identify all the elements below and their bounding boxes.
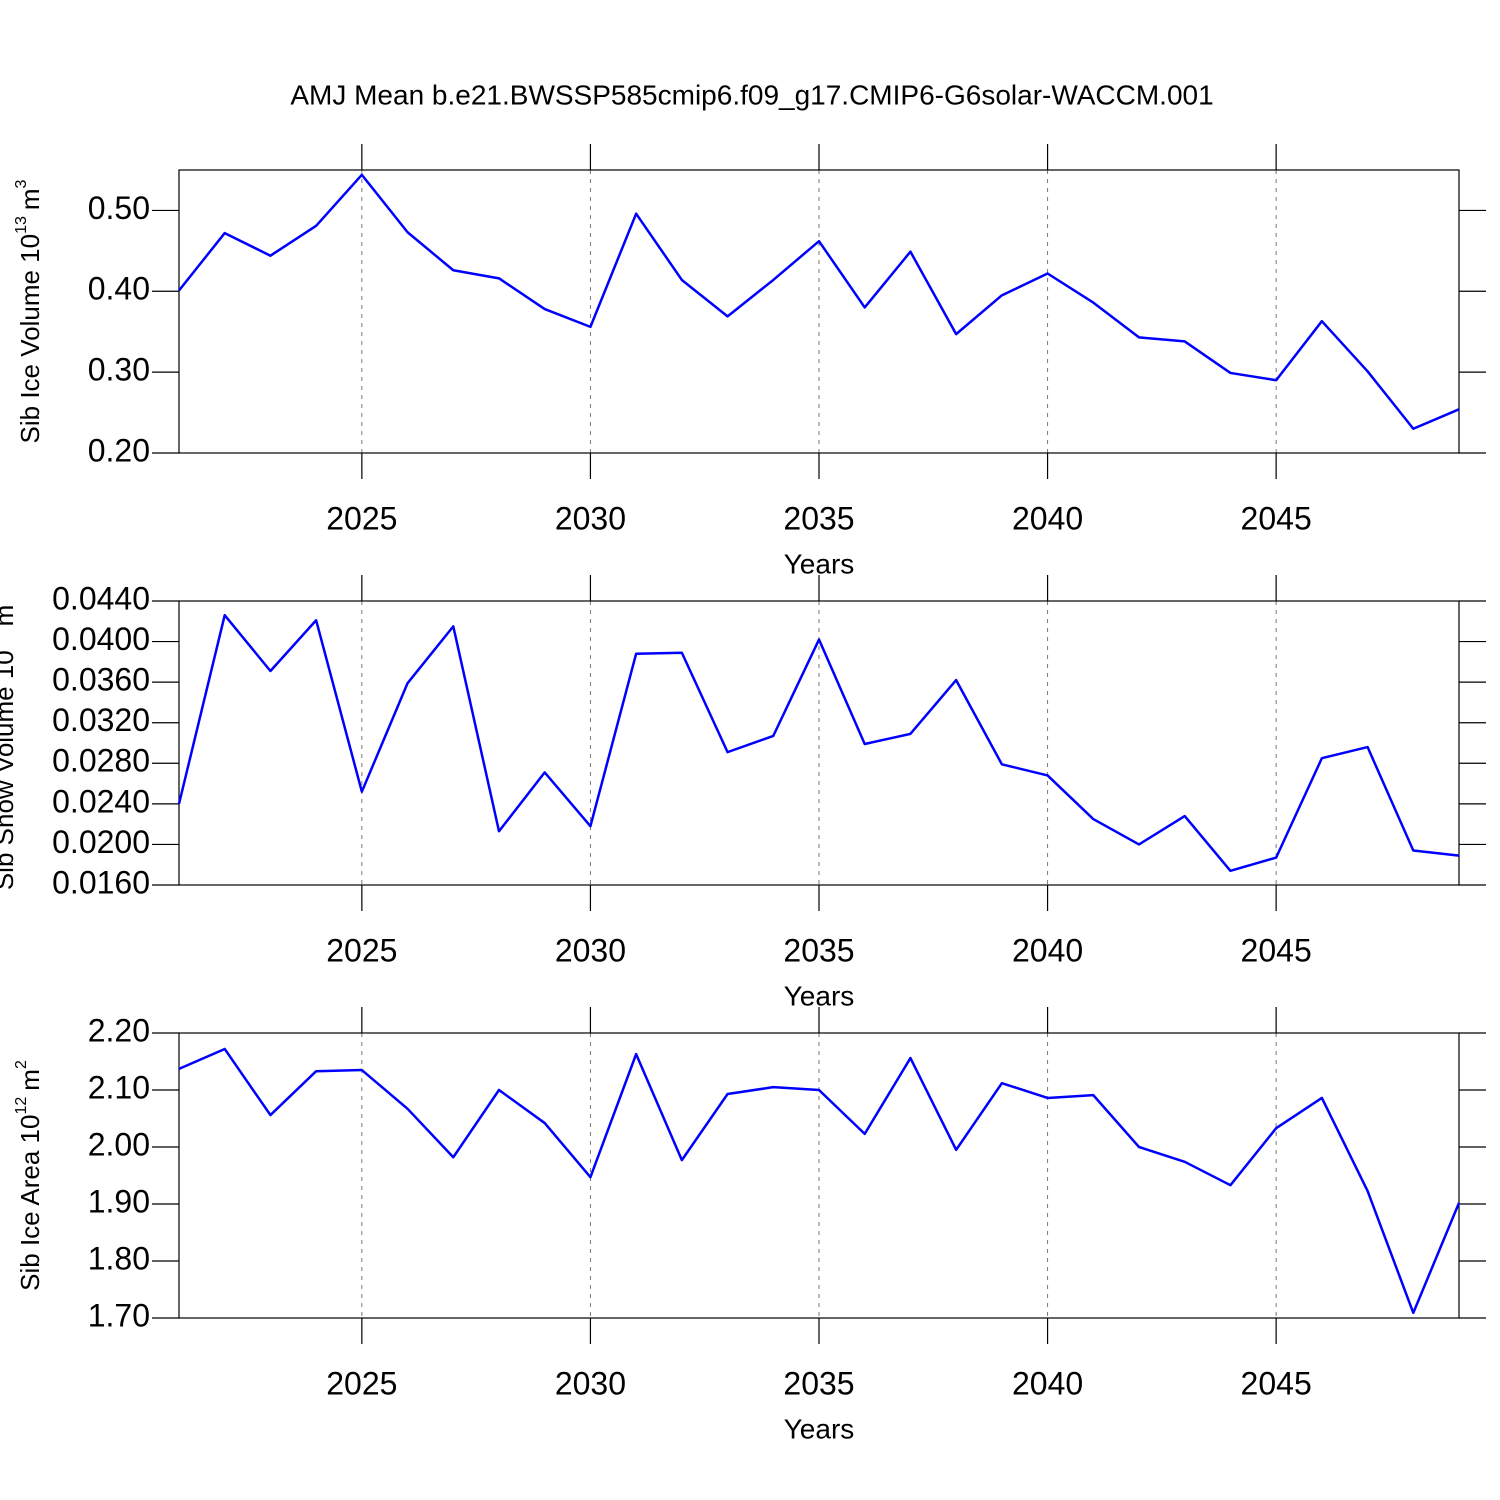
y-axis-label-exponent: 12 bbox=[13, 1097, 30, 1115]
x-tick-label: 2045 bbox=[1241, 932, 1312, 968]
x-tick-label: 2030 bbox=[555, 500, 626, 536]
y-axis-label-text: Sib Ice Volume 10 bbox=[15, 234, 45, 444]
y-tick-label: 2.00 bbox=[88, 1126, 150, 1162]
y-tick-label: 0.0240 bbox=[52, 783, 150, 819]
x-tick-label: 2045 bbox=[1241, 500, 1312, 536]
y-tick-label: 0.40 bbox=[88, 271, 150, 307]
x-tick-label: 2035 bbox=[783, 932, 854, 968]
y-tick-label: 1.70 bbox=[88, 1297, 150, 1333]
data-line bbox=[177, 613, 1460, 873]
x-tick-label: 2040 bbox=[1012, 932, 1083, 968]
x-axis-label: Years bbox=[784, 980, 855, 1011]
y-axis-label-unit: m bbox=[15, 188, 45, 210]
y-tick-label: 1.90 bbox=[88, 1183, 150, 1219]
y-axis-label-unit-exponent: 2 bbox=[13, 1060, 30, 1069]
x-tick-label: 2030 bbox=[555, 932, 626, 968]
x-axis-label: Years bbox=[784, 1413, 855, 1444]
y-tick-label: 0.30 bbox=[88, 352, 150, 388]
x-tick-label: 2025 bbox=[326, 500, 397, 536]
x-tick-label: 2040 bbox=[1012, 1365, 1083, 1401]
y-tick-label: 0.0360 bbox=[52, 662, 150, 698]
y-tick-label: 0.0400 bbox=[52, 621, 150, 657]
y-tick-label: 0.0320 bbox=[52, 702, 150, 738]
y-tick-label: 0.50 bbox=[88, 190, 150, 226]
y-tick-label: 0.0160 bbox=[52, 864, 150, 900]
y-tick-label: 0.0440 bbox=[52, 580, 150, 616]
y-tick-label: 0.0200 bbox=[52, 824, 150, 860]
y-tick-label: 0.0280 bbox=[52, 743, 150, 779]
x-tick-label: 2025 bbox=[326, 932, 397, 968]
y-tick-label: 2.20 bbox=[88, 1012, 150, 1048]
y-axis-label-exponent: 13 bbox=[0, 632, 4, 650]
y-axis-label-unit-exponent: 3 bbox=[0, 596, 4, 605]
plot-frame bbox=[178, 1032, 1460, 1319]
y-axis-label: Sib Ice Area 1012 m2 bbox=[13, 1060, 45, 1291]
x-tick-label: 2025 bbox=[326, 1365, 397, 1401]
x-tick-label: 2040 bbox=[1012, 500, 1083, 536]
y-axis-label: Sib Ice Volume 1013 m3 bbox=[13, 179, 45, 443]
y-axis-label: Sib Snow Volume 1013 m3 bbox=[0, 596, 19, 890]
plot-frame bbox=[178, 169, 1460, 454]
x-axis-label: Years bbox=[784, 548, 855, 579]
y-tick-label: 2.10 bbox=[88, 1069, 150, 1105]
plot-frame bbox=[178, 600, 1460, 886]
y-tick-label: 1.80 bbox=[88, 1240, 150, 1276]
data-line bbox=[178, 1047, 1461, 1315]
x-tick-label: 2030 bbox=[555, 1365, 626, 1401]
y-axis-label-unit: m bbox=[15, 1069, 45, 1091]
y-axis-label-text: Sib Snow Volume 10 bbox=[0, 650, 19, 890]
y-axis-label-unit-exponent: 3 bbox=[13, 179, 30, 188]
y-tick-label: 0.20 bbox=[88, 432, 150, 468]
y-axis-label-exponent: 13 bbox=[13, 216, 30, 234]
y-axis-label-text: Sib Ice Area 10 bbox=[15, 1115, 45, 1291]
data-line bbox=[178, 173, 1460, 430]
x-tick-label: 2035 bbox=[783, 500, 854, 536]
y-axis-label-unit: m bbox=[0, 605, 19, 627]
x-tick-label: 2035 bbox=[783, 1365, 854, 1401]
figure-title: AMJ Mean b.e21.BWSSP585cmip6.f09_g17.CMI… bbox=[290, 79, 1213, 110]
x-tick-label: 2045 bbox=[1241, 1365, 1312, 1401]
